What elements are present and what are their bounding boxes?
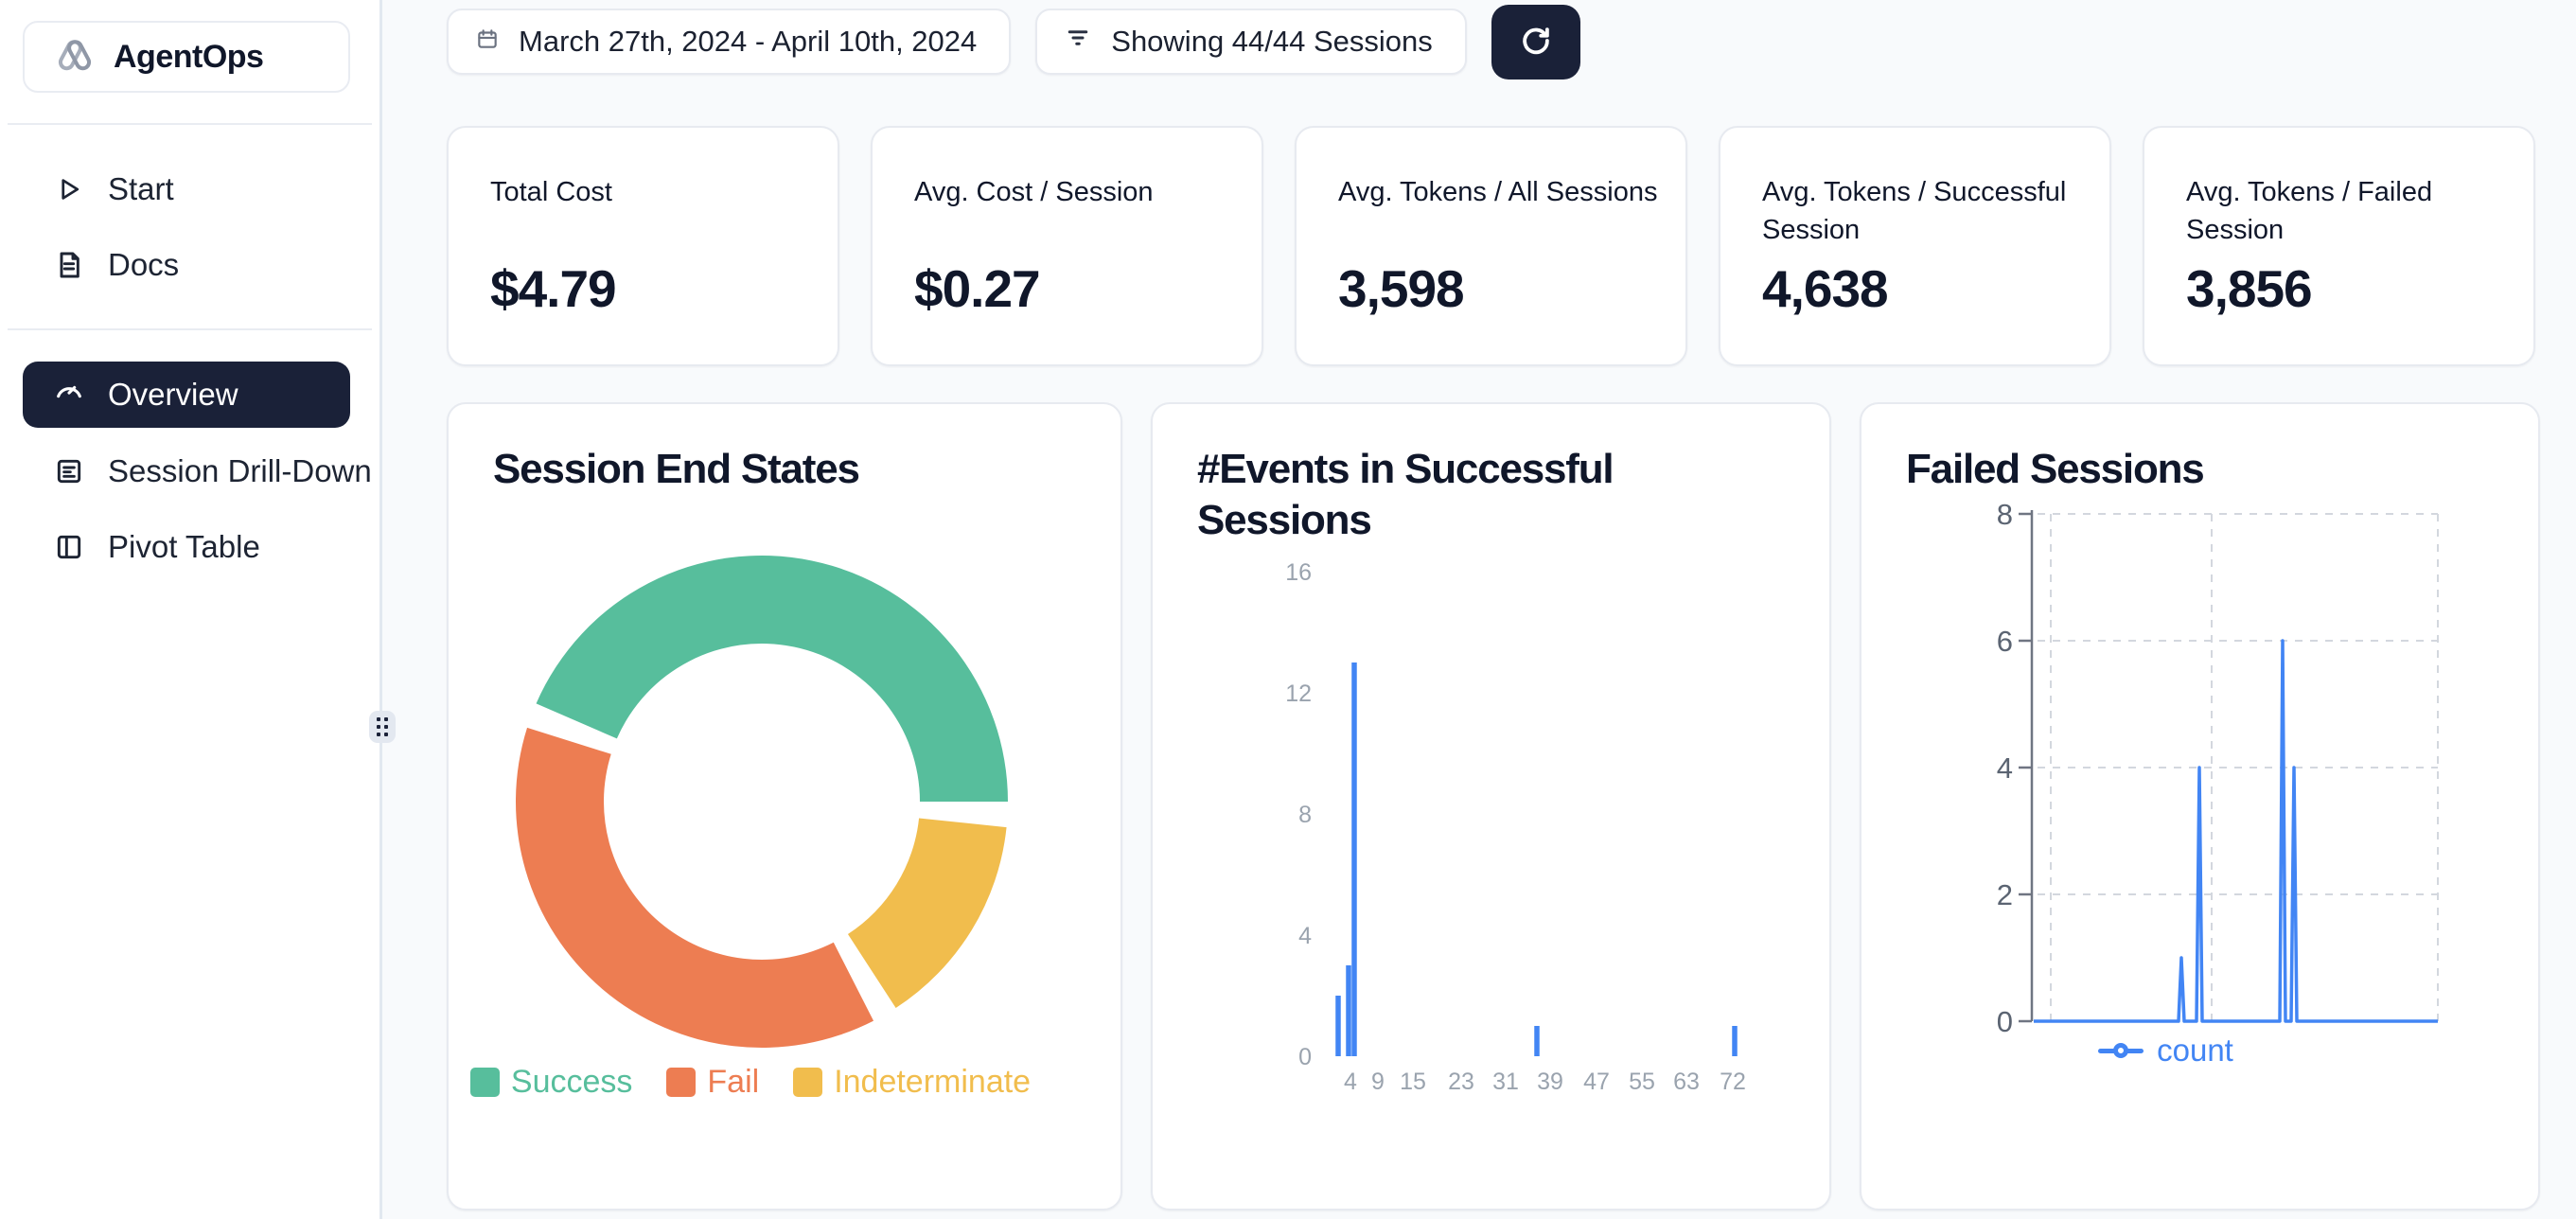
svg-text:0: 0 xyxy=(1298,1044,1312,1070)
svg-text:4: 4 xyxy=(1997,751,2013,785)
svg-text:47: 47 xyxy=(1583,1069,1610,1095)
app-logo[interactable]: AgentOps xyxy=(23,21,350,93)
chart-title: Session End States xyxy=(493,446,860,492)
sessions-filter-label: Showing 44/44 Sessions xyxy=(1111,25,1433,58)
svg-text:16: 16 xyxy=(1285,559,1312,586)
stat-value: $0.27 xyxy=(914,259,1041,318)
main-content: March 27th, 2024 - April 10th, 2024 Show… xyxy=(385,0,2576,1219)
sidebar-item-label: Start xyxy=(108,171,174,206)
paperclips-icon xyxy=(53,33,97,81)
stat-card-avg-tokens-failed: Avg. Tokens / Failed Session 3,856 xyxy=(2143,126,2535,366)
stat-label: Avg. Cost / Session xyxy=(914,177,1154,207)
sidebar-item-label: Pivot Table xyxy=(108,529,260,564)
legend-item-success[interactable]: Success xyxy=(469,1064,633,1101)
svg-text:31: 31 xyxy=(1492,1069,1519,1095)
stat-label: Avg. Tokens / Failed Session xyxy=(2186,177,2433,245)
sidebar-item-label: Overview xyxy=(108,377,238,412)
legend-swatch xyxy=(793,1068,823,1097)
stat-card-total-cost: Total Cost $4.79 xyxy=(447,126,839,366)
stat-value: 4,638 xyxy=(1762,259,1889,318)
sidebar: AgentOps Start Docs Overview xyxy=(0,0,382,1219)
stat-label: Avg. Tokens / All Sessions xyxy=(1338,177,1658,207)
svg-text:8: 8 xyxy=(1298,802,1312,828)
stat-cards: Total Cost $4.79 Avg. Cost / Session $0.… xyxy=(447,126,2535,366)
legend-item-fail[interactable]: Fail xyxy=(666,1064,759,1101)
stat-value: 3,856 xyxy=(2186,259,2313,318)
list-box-icon xyxy=(53,455,85,487)
svg-text:72: 72 xyxy=(1720,1069,1746,1095)
chart-title: Failed Sessions xyxy=(1906,446,2205,492)
svg-text:6: 6 xyxy=(1997,625,2013,658)
charts: Session End States Success Fail Indetermin… xyxy=(447,402,2540,1210)
stat-value: $4.79 xyxy=(490,259,617,318)
svg-text:12: 12 xyxy=(1285,680,1312,707)
refresh-button[interactable] xyxy=(1491,5,1580,80)
play-icon xyxy=(53,173,85,205)
svg-text:39: 39 xyxy=(1537,1069,1563,1095)
sidebar-item-pivot-table[interactable]: Pivot Table xyxy=(0,509,382,585)
date-range-button[interactable]: March 27th, 2024 - April 10th, 2024 xyxy=(447,9,1012,75)
svg-text:23: 23 xyxy=(1448,1069,1474,1095)
sidebar-item-docs[interactable]: Docs xyxy=(0,227,382,303)
gauge-icon xyxy=(53,375,85,415)
app-name: AgentOps xyxy=(114,38,264,75)
failed-sessions-line-chart[interactable]: 0 2 4 6 8 xyxy=(1861,404,2540,1210)
stat-card-avg-cost-session: Avg. Cost / Session $0.27 xyxy=(871,126,1263,366)
legend-label: Fail xyxy=(707,1064,760,1100)
svg-text:0: 0 xyxy=(1997,1005,2013,1038)
sidebar-divider xyxy=(8,123,372,125)
sidebar-item-label: Docs xyxy=(108,247,180,282)
svg-text:4: 4 xyxy=(1344,1069,1357,1095)
svg-text:2: 2 xyxy=(1997,878,2013,911)
svg-text:8: 8 xyxy=(1997,498,2013,531)
events-in-successful-sessions-card: #Events in Successful Sessions 0 4 8 12 16 4 9… xyxy=(1151,402,1831,1210)
legend-swatch xyxy=(469,1068,500,1097)
session-end-states-card: Session End States Success Fail Indetermin… xyxy=(447,402,1122,1210)
legend-swatch xyxy=(666,1068,697,1097)
legend-label: Indeterminate xyxy=(834,1064,1032,1100)
date-range-label: March 27th, 2024 - April 10th, 2024 xyxy=(519,25,978,58)
stat-value: 3,598 xyxy=(1338,259,1465,318)
sidebar-item-session-drill-down[interactable]: Session Drill-Down xyxy=(0,433,382,509)
sidebar-item-overview[interactable]: Overview xyxy=(23,362,350,428)
donut-legend[interactable]: Success Fail Indeterminate xyxy=(449,1064,1086,1101)
svg-text:15: 15 xyxy=(1400,1069,1426,1095)
svg-text:9: 9 xyxy=(1371,1069,1385,1095)
count-legend-label: count xyxy=(2157,1033,2233,1068)
filter-lines-icon xyxy=(1064,24,1092,60)
docs-icon xyxy=(53,249,85,281)
line-legend-icon xyxy=(2098,1042,2144,1059)
count-legend[interactable]: count xyxy=(1963,1033,2369,1069)
legend-item-indeterminate[interactable]: Indeterminate xyxy=(793,1064,1031,1101)
svg-text:4: 4 xyxy=(1298,923,1312,949)
sessions-filter-button[interactable]: Showing 44/44 Sessions xyxy=(1035,9,1467,75)
toolbar: March 27th, 2024 - April 10th, 2024 Show… xyxy=(447,5,1580,80)
sidebar-item-start[interactable]: Start xyxy=(0,151,382,227)
sidebar-resize-handle[interactable] xyxy=(369,711,396,743)
sidebar-item-label: Session Drill-Down xyxy=(108,453,372,488)
pivot-columns-icon xyxy=(53,531,85,563)
refresh-icon xyxy=(1518,23,1554,62)
legend-label: Success xyxy=(510,1064,633,1100)
grip-dots-icon xyxy=(377,717,388,736)
sidebar-divider xyxy=(8,328,372,330)
svg-text:55: 55 xyxy=(1629,1069,1655,1095)
stat-card-avg-tokens-successful: Avg. Tokens / Successful Session 4,638 xyxy=(1719,126,2111,366)
failed-sessions-card: Failed Sessions 0 2 4 6 8 count xyxy=(1860,402,2540,1210)
calendar-icon xyxy=(475,25,500,59)
stat-label: Avg. Tokens / Successful Session xyxy=(1762,177,2067,245)
svg-text:63: 63 xyxy=(1673,1069,1700,1095)
stat-label: Total Cost xyxy=(490,177,612,207)
session-end-states-donut[interactable] xyxy=(449,404,1122,1210)
chart-title: #Events in Successful Sessions xyxy=(1197,446,1614,543)
stat-card-avg-tokens-all: Avg. Tokens / All Sessions 3,598 xyxy=(1295,126,1687,366)
